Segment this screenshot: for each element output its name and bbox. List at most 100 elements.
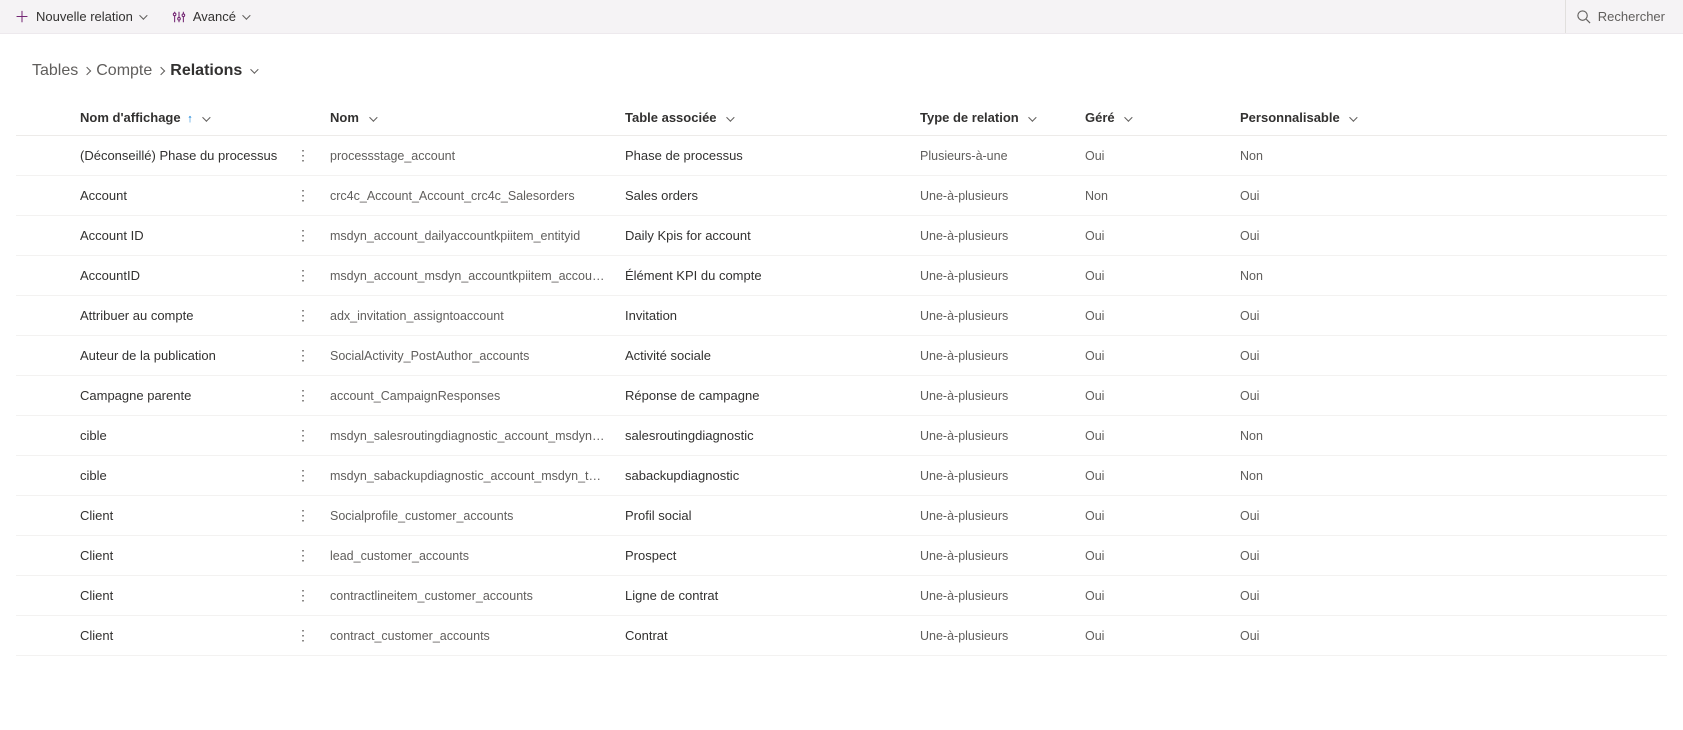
row-select-cell[interactable] [16, 536, 76, 576]
column-display-name[interactable]: Nom d'affichage ↑ [76, 102, 326, 136]
cell-related-table[interactable]: Réponse de campagne [621, 376, 916, 416]
cell-name: contract_customer_accounts [326, 616, 621, 656]
cell-display-name[interactable]: Campagne parente⋮ [76, 376, 326, 416]
row-more-icon[interactable]: ⋮ [294, 387, 312, 404]
cell-related-table[interactable]: Prospect [621, 536, 916, 576]
cell-display-name[interactable]: Account ID⋮ [76, 216, 326, 256]
cell-related-table[interactable]: Phase de processus [621, 136, 916, 176]
cell-managed: Oui [1081, 536, 1236, 576]
cell-managed: Oui [1081, 456, 1236, 496]
table-row[interactable]: Attribuer au compte⋮adx_invitation_assig… [16, 296, 1667, 336]
row-select-cell[interactable] [16, 216, 76, 256]
row-more-icon[interactable]: ⋮ [294, 187, 312, 204]
column-customizable[interactable]: Personnalisable [1236, 102, 1667, 136]
cell-related-table[interactable]: Invitation [621, 296, 916, 336]
row-select-cell[interactable] [16, 416, 76, 456]
cell-related-table[interactable]: Activité sociale [621, 336, 916, 376]
cell-related-table[interactable]: Élément KPI du compte [621, 256, 916, 296]
table-row[interactable]: Client⋮contractlineitem_customer_account… [16, 576, 1667, 616]
row-select-cell[interactable] [16, 176, 76, 216]
cell-related-table[interactable]: sabackupdiagnostic [621, 456, 916, 496]
row-select-cell[interactable] [16, 576, 76, 616]
cell-name: msdyn_account_dailyaccountkpiitem_entity… [326, 216, 621, 256]
breadcrumb-current[interactable]: Relations [170, 62, 256, 80]
table-row[interactable]: AccountID⋮msdyn_account_msdyn_accountkpi… [16, 256, 1667, 296]
row-more-icon[interactable]: ⋮ [294, 267, 312, 284]
row-more-icon[interactable]: ⋮ [294, 507, 312, 524]
row-select-cell[interactable] [16, 256, 76, 296]
breadcrumb-entity[interactable]: Compte [96, 62, 152, 80]
cell-display-name[interactable]: (Déconseillé) Phase du processus⋮ [76, 136, 326, 176]
cell-related-table[interactable]: Contrat [621, 616, 916, 656]
cell-related-table[interactable]: Profil social [621, 496, 916, 536]
cell-related-table[interactable]: Ligne de contrat [621, 576, 916, 616]
chevron-down-icon [203, 113, 211, 121]
row-select-cell[interactable] [16, 136, 76, 176]
cell-customizable: Oui [1236, 536, 1667, 576]
cell-managed: Oui [1081, 496, 1236, 536]
table-row[interactable]: Client⋮lead_customer_accountsProspectUne… [16, 536, 1667, 576]
search-button[interactable]: Rechercher [1565, 0, 1675, 33]
cell-display-name[interactable]: Account⋮ [76, 176, 326, 216]
cell-related-table[interactable]: Sales orders [621, 176, 916, 216]
table-row[interactable]: Account ID⋮msdyn_account_dailyaccountkpi… [16, 216, 1667, 256]
table-row[interactable]: Client⋮contract_customer_accountsContrat… [16, 616, 1667, 656]
row-more-icon[interactable]: ⋮ [294, 547, 312, 564]
cell-related-table[interactable]: salesroutingdiagnostic [621, 416, 916, 456]
row-more-icon[interactable]: ⋮ [294, 587, 312, 604]
row-more-icon[interactable]: ⋮ [294, 307, 312, 324]
column-related-table[interactable]: Table associée [621, 102, 916, 136]
cell-display-name[interactable]: cible⋮ [76, 456, 326, 496]
chevron-down-icon [1350, 113, 1358, 121]
cell-display-name[interactable]: Client⋮ [76, 536, 326, 576]
cell-display-name[interactable]: Client⋮ [76, 496, 326, 536]
row-select-cell[interactable] [16, 616, 76, 656]
row-select-cell[interactable] [16, 336, 76, 376]
cell-relation-type: Une-à-plusieurs [916, 176, 1081, 216]
row-more-icon[interactable]: ⋮ [294, 147, 312, 164]
advanced-button[interactable]: Avancé [165, 5, 254, 29]
row-select-cell[interactable] [16, 456, 76, 496]
cell-relation-type: Une-à-plusieurs [916, 296, 1081, 336]
chevron-right-icon [157, 67, 165, 75]
column-managed[interactable]: Géré [1081, 102, 1236, 136]
cell-display-name[interactable]: Client⋮ [76, 576, 326, 616]
row-select-cell[interactable] [16, 296, 76, 336]
row-more-icon[interactable]: ⋮ [294, 627, 312, 644]
row-select-cell[interactable] [16, 376, 76, 416]
table-row[interactable]: cible⋮msdyn_sabackupdiagnostic_account_m… [16, 456, 1667, 496]
table-row[interactable]: Campagne parente⋮account_CampaignRespons… [16, 376, 1667, 416]
breadcrumb-root[interactable]: Tables [32, 62, 78, 80]
cell-name: adx_invitation_assigntoaccount [326, 296, 621, 336]
row-more-icon[interactable]: ⋮ [294, 467, 312, 484]
cell-display-name[interactable]: cible⋮ [76, 416, 326, 456]
chevron-down-icon [726, 113, 734, 121]
new-relation-button[interactable]: ＋ Nouvelle relation [8, 5, 151, 29]
cell-display-name[interactable]: AccountID⋮ [76, 256, 326, 296]
sort-asc-icon: ↑ [187, 113, 193, 125]
table-row[interactable]: Client⋮Socialprofile_customer_accountsPr… [16, 496, 1667, 536]
cell-managed: Non [1081, 176, 1236, 216]
row-more-icon[interactable]: ⋮ [294, 227, 312, 244]
column-relation-type[interactable]: Type de relation [916, 102, 1081, 136]
cell-relation-type: Une-à-plusieurs [916, 456, 1081, 496]
row-more-icon[interactable]: ⋮ [294, 427, 312, 444]
cell-relation-type: Une-à-plusieurs [916, 496, 1081, 536]
cell-relation-type: Une-à-plusieurs [916, 336, 1081, 376]
cell-display-name[interactable]: Attribuer au compte⋮ [76, 296, 326, 336]
table-row[interactable]: Account⋮crc4c_Account_Account_crc4c_Sale… [16, 176, 1667, 216]
table-row[interactable]: Auteur de la publication⋮SocialActivity_… [16, 336, 1667, 376]
column-name[interactable]: Nom [326, 102, 621, 136]
table-row[interactable]: cible⋮msdyn_salesroutingdiagnostic_accou… [16, 416, 1667, 456]
cell-display-name[interactable]: Client⋮ [76, 616, 326, 656]
cell-display-name[interactable]: Auteur de la publication⋮ [76, 336, 326, 376]
cell-name: Socialprofile_customer_accounts [326, 496, 621, 536]
row-more-icon[interactable]: ⋮ [294, 347, 312, 364]
cell-managed: Oui [1081, 576, 1236, 616]
cell-name: msdyn_sabackupdiagnostic_account_msdyn_t… [326, 456, 621, 496]
table-row[interactable]: (Déconseillé) Phase du processus⋮process… [16, 136, 1667, 176]
column-select[interactable] [16, 102, 76, 136]
cell-related-table[interactable]: Daily Kpis for account [621, 216, 916, 256]
command-bar-left: ＋ Nouvelle relation Avancé [8, 5, 1565, 29]
row-select-cell[interactable] [16, 496, 76, 536]
